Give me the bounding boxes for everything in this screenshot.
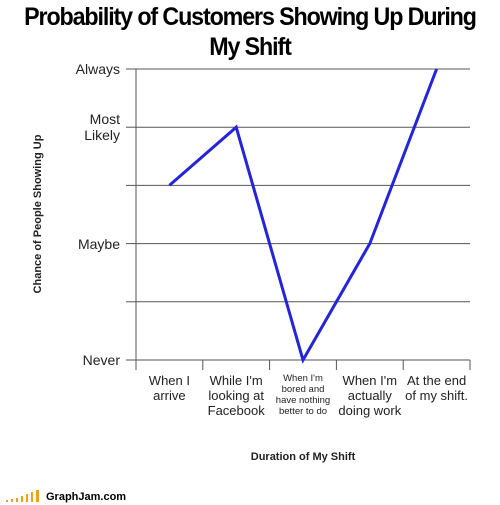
y-axis-label: Chance of People Showing Up xyxy=(32,134,44,294)
y-tick-label: Most Likely xyxy=(84,111,120,144)
x-tick-label: When I'm actually doing work xyxy=(338,373,402,418)
y-tick-label: Never xyxy=(82,352,120,368)
chart-title: Probability of Customers Showing Up Duri… xyxy=(24,3,477,61)
data-line xyxy=(168,68,439,364)
x-tick-label: When I arrive xyxy=(148,373,190,403)
y-tick-label: Maybe xyxy=(77,235,120,252)
x-tick-label: At the end of my shift. xyxy=(405,373,469,403)
x-tick-label: While I'm looking at Facebook xyxy=(207,373,265,418)
logo-bars xyxy=(6,490,39,502)
footer: GraphJam.com xyxy=(46,491,127,503)
y-tick-label: Always xyxy=(75,61,120,77)
x-axis-label: Duration of My Shift xyxy=(250,451,356,463)
x-tick-label: When I'm bored and have nothing better t… xyxy=(275,373,331,417)
